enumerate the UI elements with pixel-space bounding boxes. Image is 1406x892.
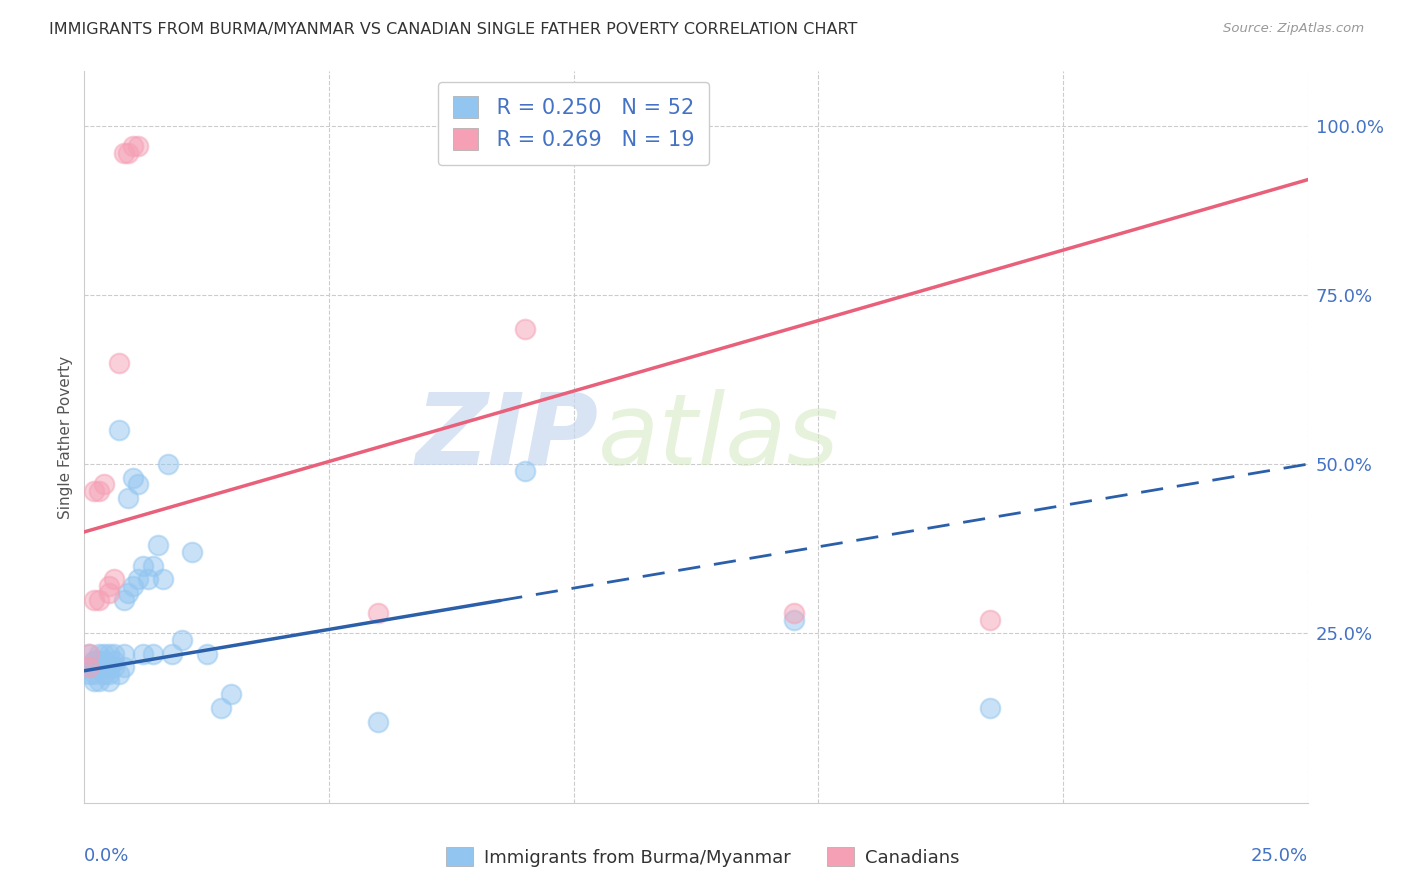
Point <box>117 491 139 505</box>
Point <box>83 654 105 668</box>
Point <box>513 464 536 478</box>
Text: IMMIGRANTS FROM BURMA/MYANMAR VS CANADIAN SINGLE FATHER POVERTY CORRELATION CHAR: IMMIGRANTS FROM BURMA/MYANMAR VS CANADIA… <box>49 22 858 37</box>
Point <box>87 647 110 661</box>
Point <box>87 673 110 688</box>
Point <box>219 688 242 702</box>
Point <box>87 660 110 674</box>
Point <box>97 586 120 600</box>
Point <box>97 673 120 688</box>
Point <box>87 654 110 668</box>
Point <box>83 667 105 681</box>
Point <box>146 538 169 552</box>
Point <box>87 592 110 607</box>
Point <box>93 647 115 661</box>
Point <box>142 647 165 661</box>
Point <box>209 701 232 715</box>
Point <box>87 484 110 499</box>
Point <box>83 660 105 674</box>
Text: Source: ZipAtlas.com: Source: ZipAtlas.com <box>1223 22 1364 36</box>
Point <box>136 572 159 586</box>
Point <box>127 139 149 153</box>
Point <box>195 647 218 661</box>
Point <box>77 660 100 674</box>
Point <box>93 667 115 681</box>
Point <box>142 558 165 573</box>
Text: atlas: atlas <box>598 389 839 485</box>
Point <box>783 613 806 627</box>
Legend: Immigrants from Burma/Myanmar, Canadians: Immigrants from Burma/Myanmar, Canadians <box>439 840 967 874</box>
Point <box>122 139 145 153</box>
Point <box>103 647 125 661</box>
Point <box>97 579 120 593</box>
Point <box>107 355 129 369</box>
Point <box>97 667 120 681</box>
Point <box>77 647 100 661</box>
Point <box>97 660 120 674</box>
Point <box>107 423 129 437</box>
Point <box>367 714 389 729</box>
Point <box>152 572 174 586</box>
Point <box>122 471 145 485</box>
Point <box>107 667 129 681</box>
Point <box>181 545 204 559</box>
Point <box>132 558 155 573</box>
Point <box>77 647 100 661</box>
Point <box>156 457 179 471</box>
Point <box>513 322 536 336</box>
Point <box>93 660 115 674</box>
Point <box>93 654 115 668</box>
Point <box>367 606 389 620</box>
Legend:  R = 0.250   N = 52,  R = 0.269   N = 19: R = 0.250 N = 52, R = 0.269 N = 19 <box>439 82 709 165</box>
Point <box>127 572 149 586</box>
Point <box>127 477 149 491</box>
Point <box>103 572 125 586</box>
Text: ZIP: ZIP <box>415 389 598 485</box>
Text: 0.0%: 0.0% <box>84 847 129 864</box>
Point <box>112 647 135 661</box>
Point <box>979 613 1001 627</box>
Point <box>117 145 139 160</box>
Point <box>103 654 125 668</box>
Point <box>979 701 1001 715</box>
Y-axis label: Single Father Poverty: Single Father Poverty <box>58 356 73 518</box>
Point <box>112 592 135 607</box>
Point <box>783 606 806 620</box>
Point <box>83 673 105 688</box>
Point <box>83 654 105 668</box>
Point <box>103 660 125 674</box>
Text: 25.0%: 25.0% <box>1250 847 1308 864</box>
Point <box>93 477 115 491</box>
Point <box>112 660 135 674</box>
Point <box>77 660 100 674</box>
Point <box>132 647 155 661</box>
Point <box>117 586 139 600</box>
Point <box>162 647 184 661</box>
Point <box>83 592 105 607</box>
Point <box>112 145 135 160</box>
Point <box>122 579 145 593</box>
Point <box>172 633 194 648</box>
Point <box>77 667 100 681</box>
Point <box>97 647 120 661</box>
Point <box>83 484 105 499</box>
